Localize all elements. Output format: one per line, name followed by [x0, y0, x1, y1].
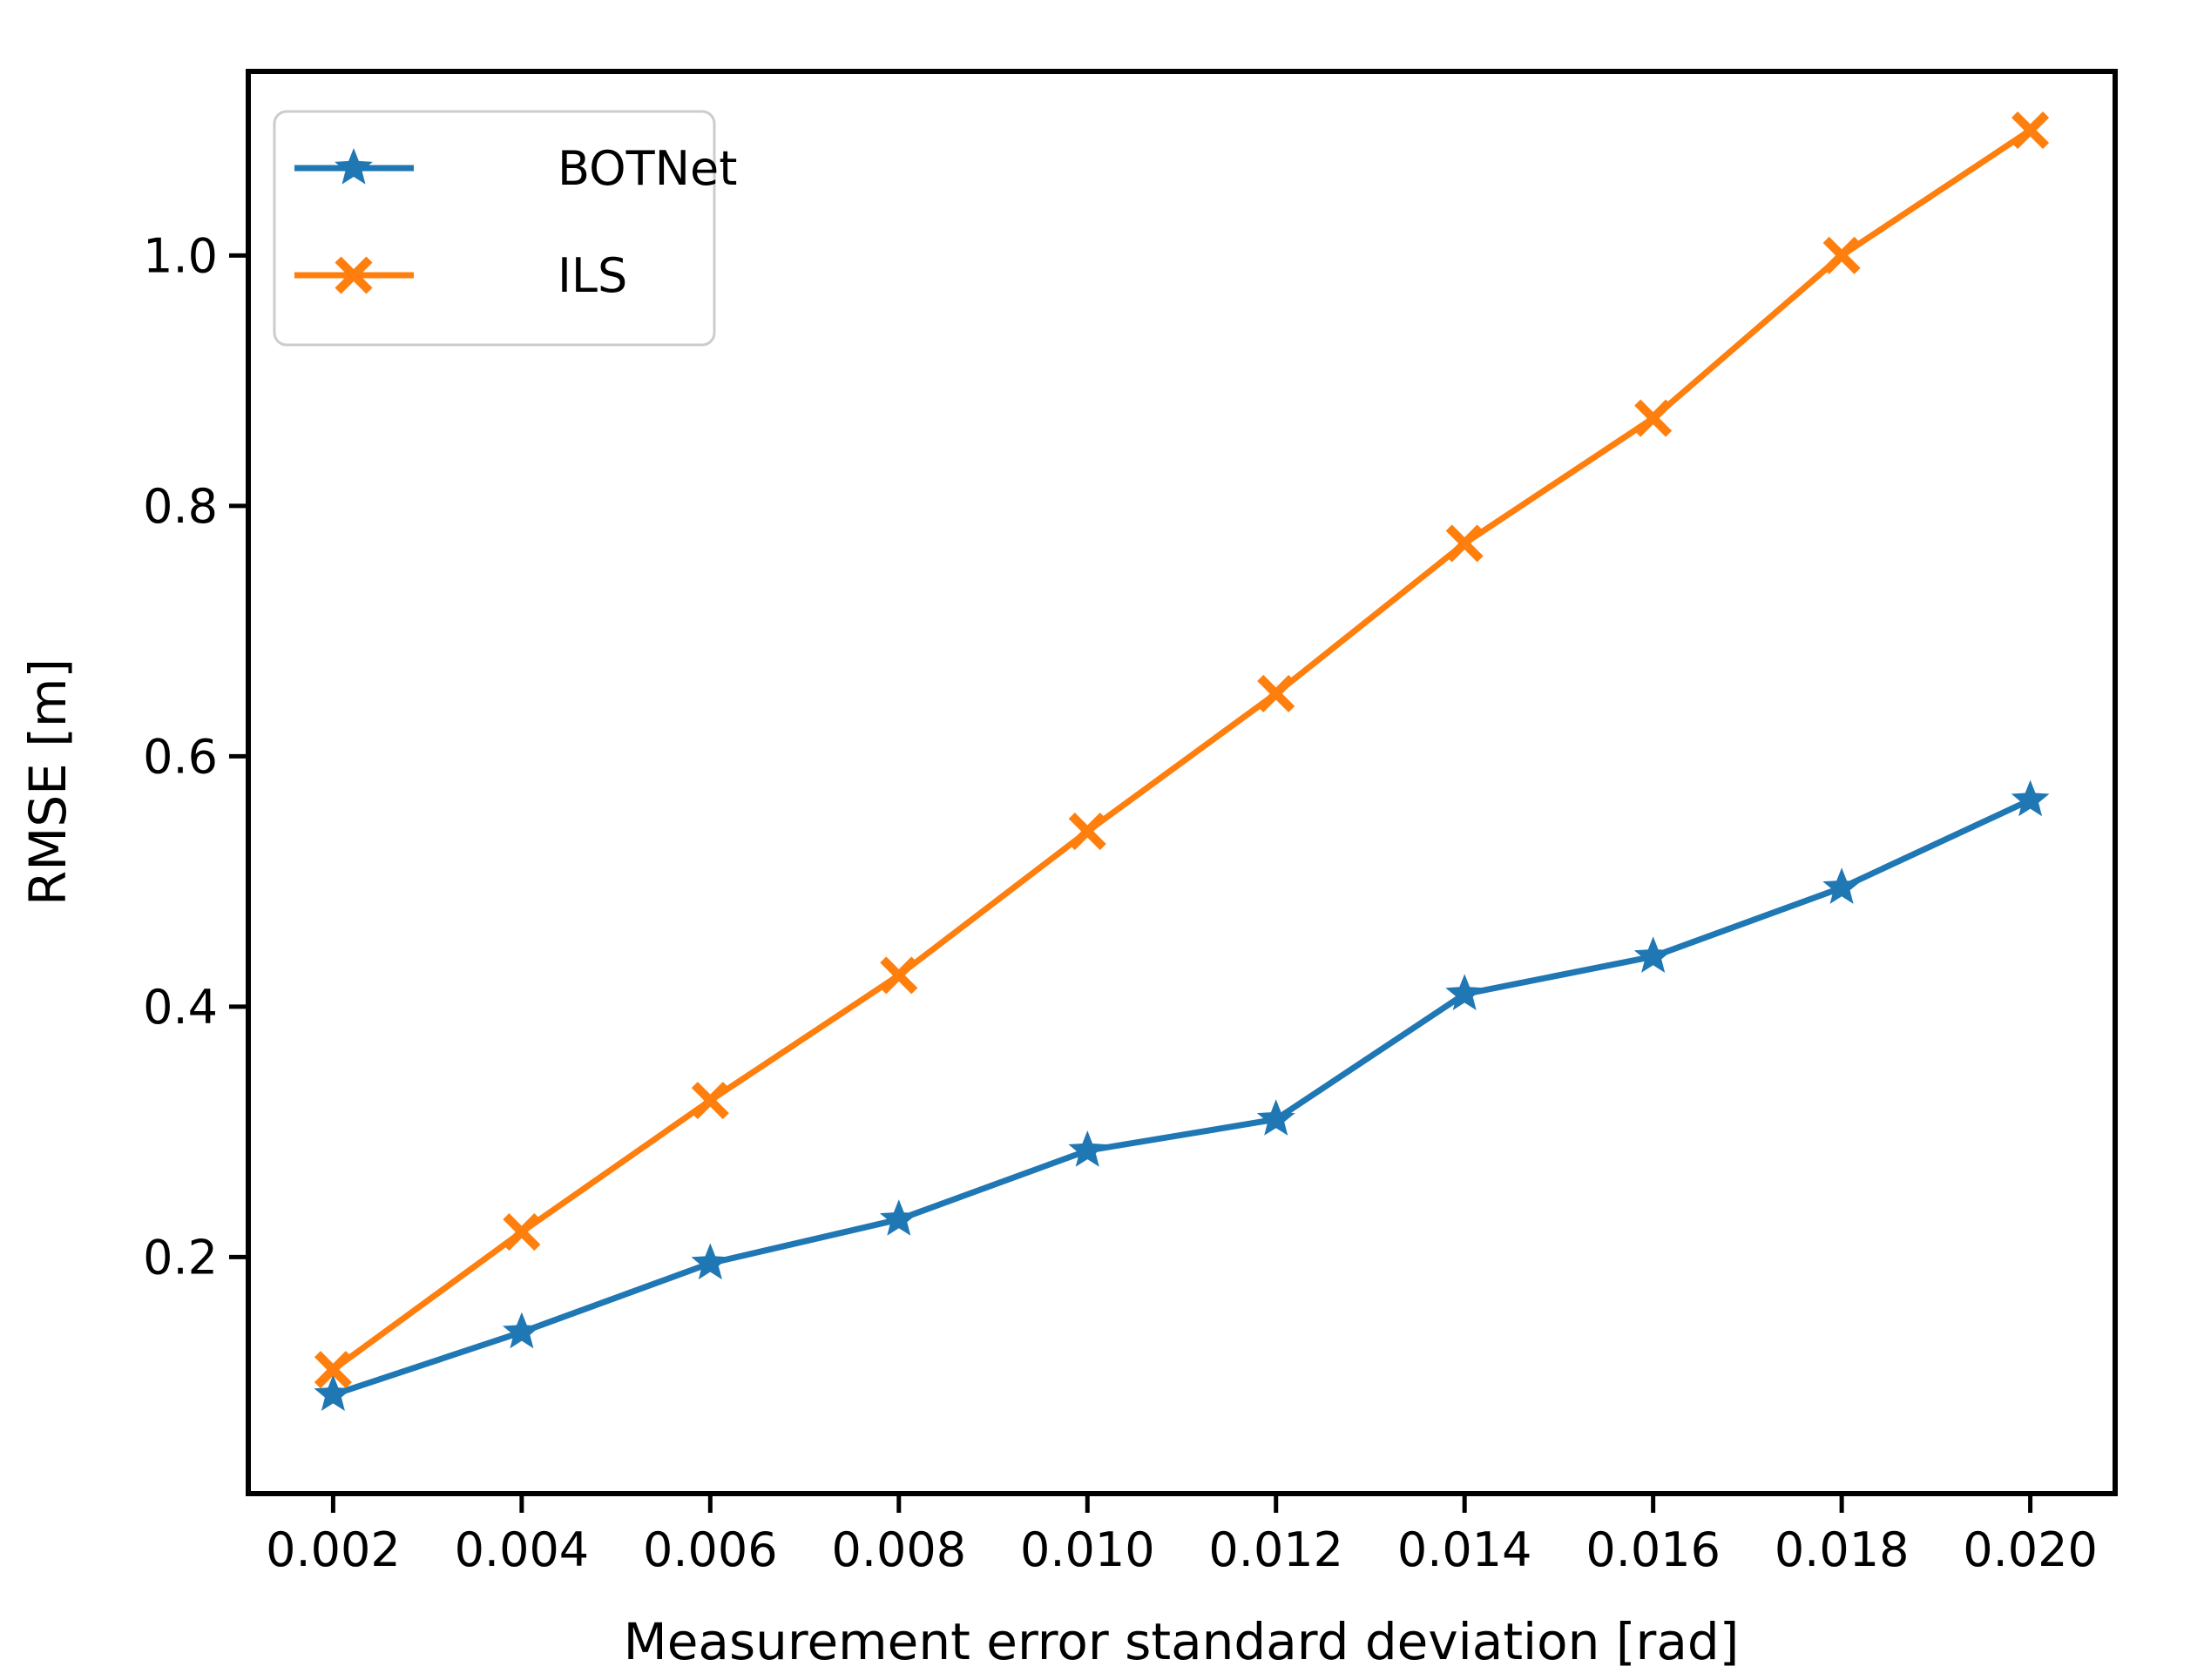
axes: 0.002 0.004 0.006 0.008 0.010 0.012 0.014 0.016… [143, 69, 2118, 1577]
plot-frame [246, 69, 2118, 1496]
x-tick-label: 0.016 [1585, 1522, 1721, 1577]
star-marker-botnet [691, 1243, 730, 1280]
x-tick-label: 0.002 [266, 1522, 401, 1577]
x-tick-label: 0.008 [832, 1522, 967, 1577]
legend-handles [294, 148, 414, 294]
x-marker-ils [880, 956, 918, 995]
star-marker-legend-botnet [335, 148, 373, 185]
star-marker-botnet [1822, 867, 1861, 904]
series [314, 111, 2050, 1411]
x-marker-ils [1822, 236, 1861, 274]
x-tick-label: 0.010 [1020, 1522, 1155, 1577]
x-axis-label: Measurement error standard deviation [ra… [624, 1612, 1740, 1671]
x-marker-ils [1634, 399, 1673, 437]
star-marker-botnet [879, 1199, 918, 1236]
x-marker-ils [1445, 524, 1484, 563]
series-ils [314, 111, 2050, 1389]
star-marker-botnet [503, 1312, 541, 1349]
x-tick-label: 0.006 [643, 1522, 778, 1577]
star-marker-botnet [1256, 1099, 1295, 1136]
star-marker-botnet [314, 1374, 353, 1411]
x-marker-ils [1257, 674, 1295, 712]
y-tick-label: 0.2 [143, 1230, 218, 1285]
y-tick-label: 0.8 [143, 479, 218, 534]
y-tick-label: 0.6 [143, 729, 218, 784]
series-botnet [314, 779, 2050, 1411]
series-line-botnet [332, 797, 2032, 1398]
star-marker-botnet [1068, 1130, 1107, 1167]
x-marker-ils [503, 1213, 541, 1252]
x-tick-label: 0.004 [455, 1522, 590, 1577]
y-tick-label: 0.4 [143, 980, 218, 1035]
y-axis-label: RMSE [m] [18, 658, 78, 906]
x-tick-label: 0.018 [1775, 1522, 1910, 1577]
x-marker-ils [1068, 813, 1106, 851]
star-marker-botnet [1633, 936, 1673, 973]
x-tick-label: 0.014 [1397, 1522, 1532, 1577]
star-marker-botnet [1445, 974, 1484, 1010]
x-tick-label: 0.020 [1963, 1522, 2098, 1577]
x-marker-ils [2011, 111, 2050, 150]
x-marker-ils [314, 1351, 352, 1389]
series-line-ils [331, 127, 2032, 1373]
y-tick-label: 1.0 [143, 228, 218, 283]
x-marker-ils [691, 1082, 729, 1120]
x-tick-label: 0.012 [1208, 1522, 1343, 1577]
legend: BOTNet ILS [273, 110, 737, 347]
x-marker-legend-ils [335, 256, 373, 294]
star-marker-botnet [2011, 779, 2050, 817]
legend-label-botnet: BOTNet [558, 141, 737, 196]
legend-label-ils: ILS [558, 248, 627, 303]
